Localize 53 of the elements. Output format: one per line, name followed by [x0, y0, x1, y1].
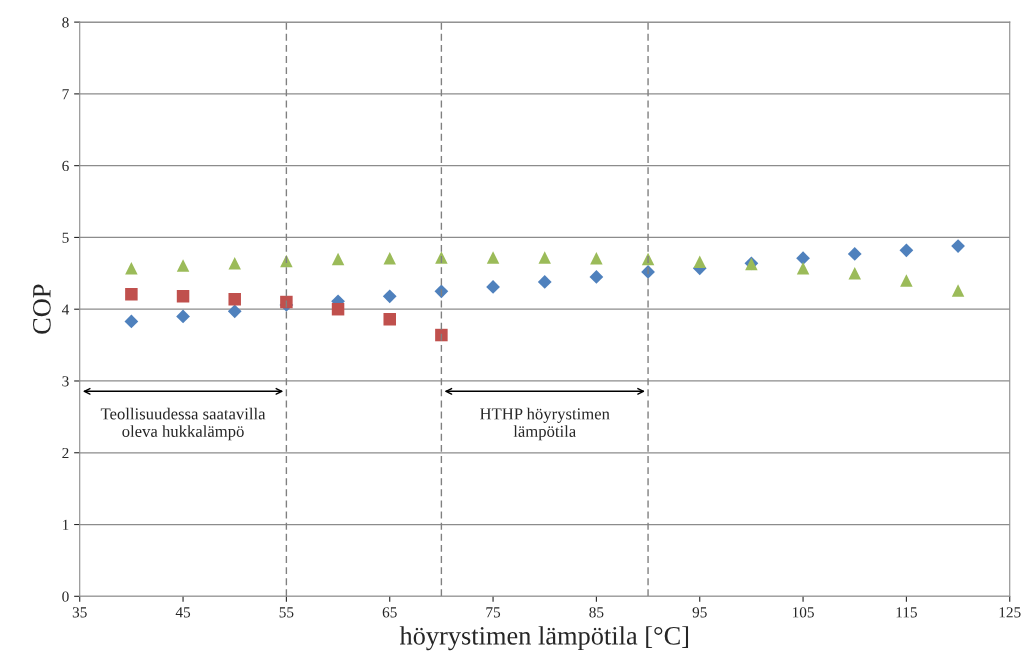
point: [228, 292, 241, 306]
point: [176, 309, 190, 324]
y-tick-label: 6: [62, 160, 69, 172]
point: [331, 252, 345, 266]
x-tick-label: 45: [175, 607, 191, 618]
x-tick-label: 85: [589, 607, 604, 618]
y-axis-title: COP: [33, 284, 51, 334]
point: [435, 328, 448, 342]
point: [848, 267, 861, 280]
point: [796, 251, 810, 266]
x-tick-label: 35: [72, 607, 87, 618]
y-tick-label: 2: [62, 447, 69, 459]
point: [899, 243, 914, 258]
point: [537, 275, 552, 289]
point: [124, 314, 139, 329]
point: [434, 284, 449, 299]
point: [796, 262, 810, 275]
point: [383, 313, 396, 326]
point: [435, 251, 448, 264]
annotation: HTHP höyrystimen lämpötila: [480, 407, 610, 441]
y-tick-label: 4: [61, 304, 70, 315]
point: [847, 247, 862, 261]
x-tick-label: 65: [382, 607, 397, 618]
point: [227, 304, 242, 319]
point: [590, 252, 603, 265]
point: [538, 251, 551, 264]
point: [176, 259, 190, 272]
x-tick-label: 55: [279, 607, 294, 618]
y-tick-label: 1: [63, 519, 69, 530]
point: [125, 287, 138, 301]
point: [331, 302, 345, 316]
point: [951, 284, 965, 297]
point: [383, 252, 396, 265]
y-tick-label: 3: [62, 376, 69, 387]
x-tick-label: 75: [486, 607, 501, 618]
point: [228, 257, 241, 270]
x-tick-label: 125: [999, 607, 1021, 618]
y-tick-label: 0: [62, 591, 69, 602]
point: [125, 262, 138, 275]
point: [382, 289, 397, 304]
x-tick-label: 115: [896, 607, 917, 618]
y-tick-label: 8: [62, 17, 69, 28]
x-tick-label: 105: [792, 607, 814, 618]
point: [589, 270, 604, 284]
y-tick-label: 5: [62, 232, 69, 243]
y-tick-label: 7: [62, 89, 69, 100]
point: [176, 290, 190, 303]
point: [693, 255, 706, 269]
x-axis-title: höyrystimen lämpötila [°C]: [399, 626, 689, 651]
x-tick-label: 95: [692, 607, 707, 618]
annotation: Teollisuudessa saatavilla oleva hukkalämpö: [100, 407, 266, 441]
point: [900, 274, 913, 287]
point: [486, 251, 500, 264]
